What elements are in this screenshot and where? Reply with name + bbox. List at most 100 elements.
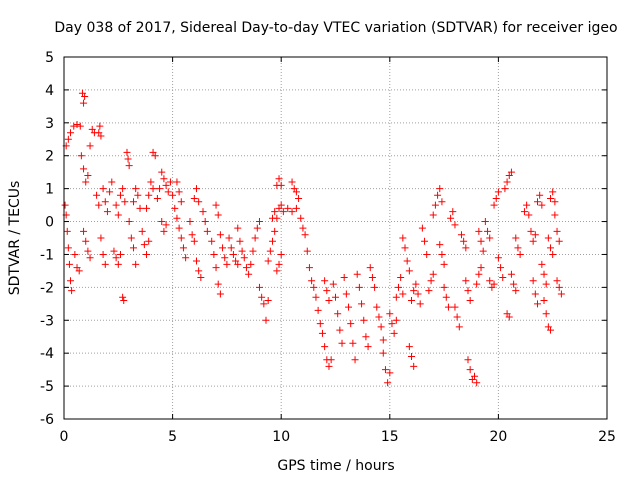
data-point xyxy=(63,227,71,235)
y-tick-label: 2 xyxy=(45,149,54,165)
data-point xyxy=(292,204,300,212)
data-point xyxy=(362,333,370,341)
data-point xyxy=(125,218,133,226)
data-point xyxy=(116,191,124,199)
data-point xyxy=(434,191,442,199)
data-point xyxy=(547,326,555,334)
data-point xyxy=(351,356,359,364)
data-point xyxy=(67,129,75,137)
data-point xyxy=(527,227,535,235)
data-point xyxy=(529,237,537,245)
data-point xyxy=(279,208,287,216)
data-point xyxy=(394,283,402,291)
data-point xyxy=(65,260,73,268)
data-point xyxy=(397,273,405,281)
data-point xyxy=(531,290,539,298)
data-point xyxy=(132,260,140,268)
data-point xyxy=(405,343,413,351)
data-point xyxy=(108,178,116,186)
data-point xyxy=(114,260,122,268)
data-point xyxy=(238,247,246,255)
data-point xyxy=(192,257,200,265)
data-point xyxy=(314,306,322,314)
y-tick-label: -2 xyxy=(40,280,54,296)
data-point xyxy=(212,264,220,272)
data-point xyxy=(451,303,459,311)
data-point xyxy=(353,270,361,278)
y-tick-label: -1 xyxy=(40,247,54,263)
data-point xyxy=(533,198,541,206)
data-point xyxy=(147,178,155,186)
data-point xyxy=(82,237,90,245)
data-point xyxy=(538,260,546,268)
data-point xyxy=(68,287,76,295)
data-point xyxy=(399,290,407,298)
data-point xyxy=(429,211,437,219)
data-point xyxy=(216,231,224,239)
data-point xyxy=(221,254,229,262)
data-point xyxy=(544,234,552,242)
data-point xyxy=(379,336,387,344)
y-axis-label: SDTVAR / TECUs xyxy=(7,181,23,296)
data-point xyxy=(501,185,509,193)
data-point xyxy=(266,247,274,255)
data-point xyxy=(512,234,520,242)
data-point xyxy=(80,165,88,173)
data-point xyxy=(197,273,205,281)
data-point xyxy=(247,260,255,268)
data-point xyxy=(101,198,109,206)
data-point xyxy=(416,300,424,308)
data-point xyxy=(234,260,242,268)
data-point xyxy=(486,277,494,285)
data-point xyxy=(349,339,357,347)
data-point xyxy=(97,234,105,242)
data-point xyxy=(345,303,353,311)
data-point xyxy=(494,254,502,262)
data-point xyxy=(347,320,355,328)
data-point xyxy=(95,201,103,209)
data-point xyxy=(477,264,485,272)
y-tick-label: -5 xyxy=(40,379,54,395)
data-point xyxy=(175,188,183,196)
data-point xyxy=(177,198,185,206)
data-point xyxy=(557,290,565,298)
data-point xyxy=(130,198,138,206)
data-point xyxy=(516,250,524,258)
data-point xyxy=(112,201,120,209)
data-point xyxy=(277,181,285,189)
data-point xyxy=(271,208,279,216)
data-point xyxy=(462,244,470,252)
data-point xyxy=(386,369,394,377)
data-point xyxy=(299,224,307,232)
x-tick-label: 25 xyxy=(598,429,616,445)
data-point xyxy=(81,92,89,100)
data-point xyxy=(114,211,122,219)
data-point xyxy=(462,277,470,285)
data-point xyxy=(173,178,181,186)
data-point xyxy=(125,162,133,170)
data-point xyxy=(325,297,333,305)
data-point xyxy=(423,250,431,258)
data-point xyxy=(162,181,170,189)
data-point xyxy=(76,122,84,130)
data-point xyxy=(249,247,257,255)
data-point xyxy=(342,290,350,298)
data-point xyxy=(277,250,285,258)
data-point xyxy=(405,267,413,275)
data-point xyxy=(227,244,235,252)
data-point xyxy=(264,257,272,265)
data-point xyxy=(371,283,379,291)
data-point xyxy=(179,244,187,252)
data-point xyxy=(277,201,285,209)
data-point xyxy=(116,250,124,258)
data-point xyxy=(275,260,283,268)
data-point xyxy=(212,201,220,209)
data-point xyxy=(199,208,207,216)
data-point xyxy=(195,198,203,206)
x-tick-label: 5 xyxy=(168,429,177,445)
data-point xyxy=(251,234,259,242)
data-point xyxy=(547,195,555,203)
data-points xyxy=(61,89,565,387)
data-point xyxy=(292,188,300,196)
data-point xyxy=(143,250,151,258)
